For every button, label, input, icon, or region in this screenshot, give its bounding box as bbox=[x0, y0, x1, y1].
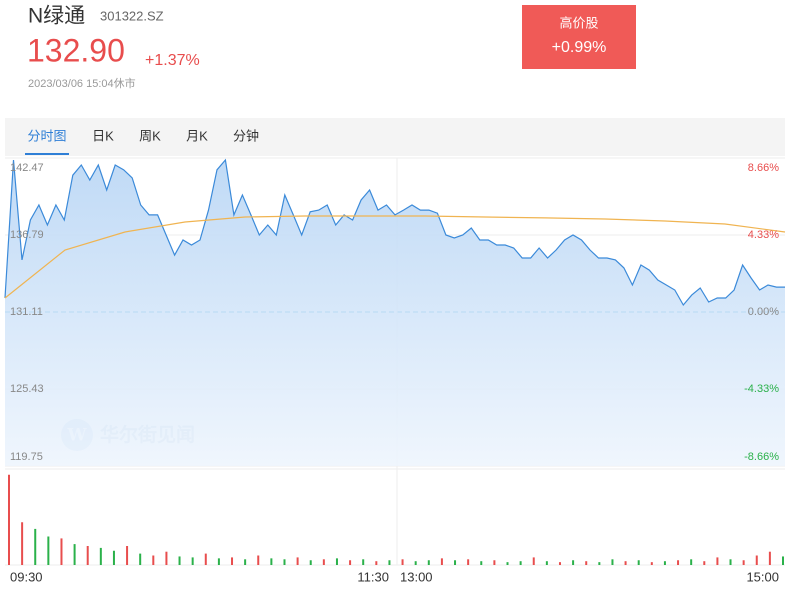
volume-bar bbox=[506, 562, 509, 565]
y2-tick-label: 8.66% bbox=[748, 162, 779, 174]
volume-bar bbox=[427, 560, 430, 565]
volume-bar bbox=[283, 559, 286, 565]
volume-bar bbox=[585, 561, 588, 565]
tab-underline bbox=[25, 153, 69, 155]
volume-bar bbox=[322, 559, 325, 565]
x-tick-label: 09:30 bbox=[10, 569, 43, 584]
volume-bar bbox=[375, 561, 378, 565]
tab[interactable]: 月K bbox=[186, 128, 208, 143]
y-tick-label: 136.79 bbox=[10, 229, 44, 241]
volume-bar bbox=[493, 560, 496, 565]
tab[interactable]: 分时图 bbox=[27, 128, 66, 143]
volume-bar bbox=[480, 561, 483, 565]
volume-bar bbox=[545, 561, 548, 565]
average-line bbox=[4, 215, 786, 299]
volume-bar bbox=[47, 536, 50, 565]
volume-bar bbox=[690, 559, 693, 565]
volume-bar bbox=[178, 556, 181, 565]
volume-bar bbox=[519, 561, 522, 565]
y-tick-label: 142.47 bbox=[10, 162, 44, 174]
volume-bar bbox=[454, 560, 457, 565]
volume-bar bbox=[8, 474, 10, 565]
volume-bar bbox=[637, 560, 640, 565]
tab-bar bbox=[5, 118, 785, 156]
volume-bar bbox=[270, 558, 273, 565]
volume-bar bbox=[440, 558, 443, 565]
x-tick-label: 13:00 bbox=[400, 569, 433, 584]
volume-bar bbox=[716, 557, 719, 565]
volume-bar bbox=[558, 562, 561, 565]
time: 2023/03/06 15:04休市 bbox=[28, 76, 136, 90]
volume-bar bbox=[335, 558, 338, 565]
volume-bar bbox=[532, 557, 535, 565]
volume-bar bbox=[572, 560, 575, 565]
volume-bar bbox=[349, 560, 352, 565]
volume-bar bbox=[729, 559, 732, 565]
volume-bar bbox=[598, 562, 601, 565]
stock-code: 301322.SZ bbox=[100, 8, 164, 23]
volume-bar bbox=[309, 560, 312, 565]
volume-bar bbox=[34, 528, 37, 565]
volume-bar bbox=[126, 546, 129, 565]
volume-bar bbox=[401, 559, 404, 565]
y2-tick-label: -4.33% bbox=[744, 383, 779, 395]
volume-bar bbox=[650, 562, 653, 565]
volume-bar bbox=[86, 546, 89, 565]
volume-bar bbox=[755, 555, 758, 565]
volume-bar bbox=[139, 553, 142, 565]
volume-bar bbox=[204, 553, 207, 565]
volume-bar bbox=[388, 560, 391, 565]
tab[interactable]: 分钟 bbox=[233, 128, 259, 143]
y-tick-label: 131.11 bbox=[10, 306, 43, 318]
volume-bar bbox=[768, 551, 771, 565]
volume-bar bbox=[231, 557, 234, 565]
stock-name: N绿通 bbox=[28, 5, 85, 28]
volume-bar bbox=[414, 561, 417, 565]
y2-tick-label: 0.00% bbox=[748, 306, 779, 318]
volume-bar bbox=[165, 551, 168, 565]
volume-bar bbox=[362, 559, 365, 565]
volume-bar bbox=[257, 555, 260, 565]
volume-bar bbox=[467, 559, 470, 565]
y-tick-label: 125.43 bbox=[10, 383, 44, 395]
change: +1.37% bbox=[145, 52, 200, 69]
volume-bar bbox=[60, 538, 63, 565]
volume-bar bbox=[112, 550, 115, 565]
price: 132.90 bbox=[27, 32, 125, 68]
volume-bar bbox=[742, 560, 745, 565]
badge-value[interactable]: +0.99% bbox=[552, 39, 607, 56]
x-tick-label: 11:30 bbox=[357, 569, 389, 584]
y-tick-label: 119.75 bbox=[10, 451, 43, 463]
price-line bbox=[4, 158, 785, 307]
volume-bar bbox=[191, 557, 194, 565]
volume-bar bbox=[21, 522, 24, 565]
x-tick-label: 15:00 bbox=[746, 569, 779, 584]
volume-bar bbox=[296, 557, 299, 565]
volume-bar bbox=[152, 555, 155, 565]
volume-bar bbox=[217, 558, 220, 565]
volume-bar bbox=[611, 559, 614, 565]
volume-bar bbox=[244, 559, 247, 565]
y2-tick-label: -8.66% bbox=[744, 451, 779, 463]
volume-bar bbox=[624, 561, 627, 565]
tab[interactable]: 日K bbox=[92, 128, 114, 143]
y2-tick-label: 4.33% bbox=[748, 229, 779, 241]
volume-bar bbox=[73, 544, 76, 565]
badge-title[interactable]: 高价股 bbox=[559, 15, 598, 30]
volume-bar bbox=[99, 547, 102, 565]
volume-bar bbox=[663, 561, 666, 565]
volume-bar bbox=[677, 560, 680, 565]
volume-bar bbox=[782, 556, 784, 565]
tab[interactable]: 周K bbox=[139, 128, 161, 143]
volume-bar bbox=[703, 561, 706, 565]
area bbox=[5, 160, 785, 466]
badge[interactable] bbox=[522, 5, 636, 69]
